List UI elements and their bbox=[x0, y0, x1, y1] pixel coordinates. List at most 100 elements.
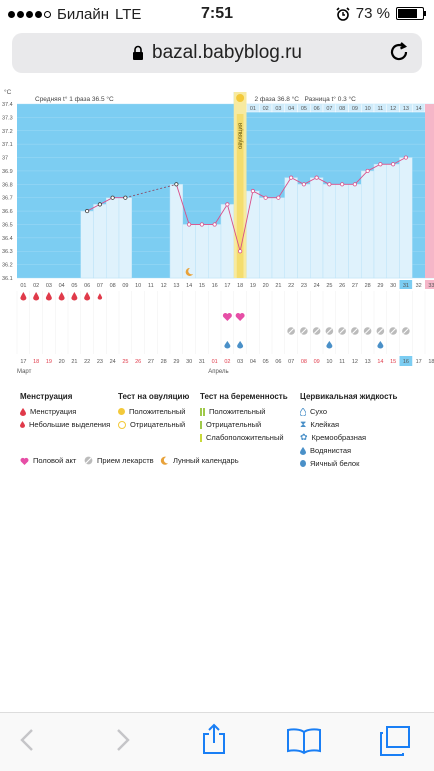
month-label-march: Март bbox=[17, 369, 32, 375]
cervical-drop-icon bbox=[224, 341, 230, 349]
legend-cervical: Цервикальная жидкость Сухо ⧗Клейкая ✿Кре… bbox=[300, 392, 397, 470]
calendar-date-label: 13 bbox=[365, 359, 371, 365]
menstruation-drop-icon bbox=[71, 292, 77, 301]
temperature-point bbox=[251, 189, 254, 192]
calendar-date-label: 30 bbox=[186, 359, 192, 365]
temperature-bar bbox=[183, 224, 196, 278]
address-bar[interactable]: bazal.babyblog.ru bbox=[12, 33, 422, 73]
legend: Менструация Менструация Небольшие выделе… bbox=[0, 388, 434, 478]
temperature-point bbox=[391, 163, 394, 166]
calendar-date-label: 14 bbox=[377, 359, 383, 365]
top-day-label: 06 bbox=[314, 106, 320, 112]
temperature-point bbox=[175, 183, 178, 186]
calendar-date-label: 08 bbox=[301, 359, 307, 365]
pink-column bbox=[425, 104, 434, 278]
cycle-day-label: 27 bbox=[352, 283, 358, 289]
temperature-bar bbox=[323, 184, 336, 278]
cycle-day-label: 11 bbox=[148, 283, 154, 289]
lock-icon bbox=[132, 45, 144, 61]
cycle-day-label: 26 bbox=[339, 283, 345, 289]
cycle-day-label: 07 bbox=[97, 283, 103, 289]
drop-icon bbox=[20, 408, 26, 416]
temperature-point bbox=[353, 183, 356, 186]
reload-icon[interactable] bbox=[388, 40, 410, 64]
temperature-point bbox=[85, 209, 88, 212]
small-drop-icon bbox=[20, 421, 25, 428]
cycle-day-label: 30 bbox=[390, 283, 396, 289]
y-tick-label: 36.9 bbox=[2, 169, 13, 175]
top-day-label: 01 bbox=[250, 106, 256, 112]
y-tick-label: 36.3 bbox=[2, 249, 13, 255]
bookmarks-icon[interactable] bbox=[286, 727, 322, 755]
temperature-bar bbox=[221, 204, 234, 278]
legend-medication: Прием лекарств bbox=[84, 456, 154, 465]
menstruation-drop-icon bbox=[98, 293, 103, 299]
forward-icon[interactable] bbox=[112, 727, 132, 753]
double-bar-icon bbox=[200, 408, 205, 416]
intercourse-heart-icon bbox=[223, 313, 232, 321]
status-right: 73 % bbox=[336, 5, 424, 22]
cycle-day-label: 09 bbox=[122, 283, 128, 289]
temperature-point bbox=[277, 196, 280, 199]
share-icon[interactable] bbox=[201, 723, 227, 755]
header-right-b: Разница t° 0.3 °C bbox=[305, 95, 357, 103]
legend-label: Яичный белок bbox=[310, 459, 359, 468]
menstruation-drop-icon bbox=[46, 292, 52, 301]
legend-label: Положительный bbox=[209, 407, 265, 416]
legend-label: Небольшие выделения bbox=[29, 420, 110, 429]
menstruation-drop-icon bbox=[33, 292, 39, 301]
calendar-date-label: 29 bbox=[173, 359, 179, 365]
url-text: bazal.babyblog.ru bbox=[152, 42, 302, 64]
legend-lunar: Лунный календарь bbox=[160, 456, 239, 465]
calendar-date-label: 16 bbox=[403, 359, 409, 365]
cycle-day-label: 19 bbox=[250, 283, 256, 289]
y-tick-label: 36.7 bbox=[2, 196, 13, 202]
battery-icon bbox=[396, 7, 424, 20]
cycle-day-label: 05 bbox=[71, 283, 77, 289]
back-icon[interactable] bbox=[18, 727, 38, 753]
temperature-point bbox=[111, 196, 114, 199]
moon-icon bbox=[160, 456, 169, 465]
intercourse-heart-icon bbox=[236, 313, 245, 321]
menstruation-drop-icon bbox=[59, 292, 65, 301]
temperature-bar bbox=[259, 198, 272, 278]
legend-label: Водянистая bbox=[310, 446, 351, 455]
battery-percent: 73 % bbox=[356, 5, 390, 22]
tabs-icon[interactable] bbox=[378, 725, 412, 757]
cycle-day-label: 33 bbox=[428, 283, 434, 289]
top-day-label: 11 bbox=[378, 106, 384, 112]
pill-icon bbox=[84, 456, 93, 465]
temperature-bar bbox=[298, 184, 311, 278]
cervical-drop-icon bbox=[326, 341, 332, 349]
temperature-bar bbox=[119, 198, 132, 278]
legend-title: Тест на овуляцию bbox=[118, 392, 189, 401]
temperature-point bbox=[200, 223, 203, 226]
top-day-label: 05 bbox=[301, 106, 307, 112]
temperature-bar bbox=[285, 178, 298, 278]
temperature-point bbox=[213, 223, 216, 226]
cycle-day-label: 14 bbox=[186, 283, 192, 289]
cycle-day-label: 17 bbox=[224, 283, 230, 289]
temperature-bar bbox=[94, 204, 107, 278]
temperature-point bbox=[404, 156, 407, 159]
sticky-icon: ⧗ bbox=[300, 419, 306, 430]
temperature-bar bbox=[387, 164, 400, 278]
temperature-bar bbox=[310, 178, 323, 278]
header-right-a: 2 фаза 36.8 °C bbox=[255, 95, 300, 103]
temperature-bar bbox=[81, 211, 94, 278]
calendar-date-label: 09 bbox=[314, 359, 320, 365]
calendar-date-label: 26 bbox=[135, 359, 141, 365]
top-day-label: 14 bbox=[416, 106, 422, 112]
calendar-date-label: 25 bbox=[122, 359, 128, 365]
calendar-date-label: 19 bbox=[46, 359, 52, 365]
y-tick-label: 36.2 bbox=[2, 263, 13, 269]
legend-label: Менструация bbox=[30, 407, 76, 416]
calendar-date-label: 06 bbox=[275, 359, 281, 365]
cycle-day-label: 20 bbox=[263, 283, 269, 289]
top-day-label: 02 bbox=[263, 106, 269, 112]
top-day-label: 13 bbox=[403, 106, 409, 112]
calendar-date-label: 31 bbox=[199, 359, 205, 365]
legend-label: Положительный bbox=[129, 407, 185, 416]
calendar-date-label: 18 bbox=[428, 359, 434, 365]
